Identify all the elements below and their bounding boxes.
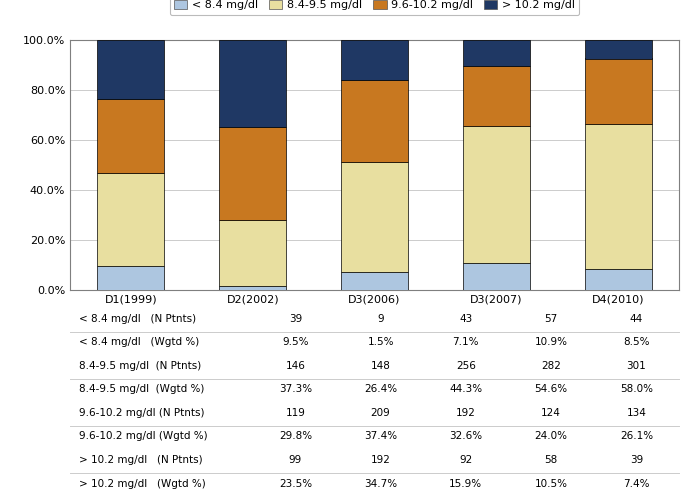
Text: 39: 39 bbox=[288, 314, 302, 324]
Text: 8.5%: 8.5% bbox=[623, 338, 650, 347]
Text: 37.3%: 37.3% bbox=[279, 384, 312, 394]
Bar bbox=[97, 40, 164, 98]
Text: < 8.4 mg/dl   (Wgtd %): < 8.4 mg/dl (Wgtd %) bbox=[79, 338, 200, 347]
Text: 10.9%: 10.9% bbox=[535, 338, 568, 347]
Bar bbox=[97, 266, 164, 290]
Bar bbox=[219, 220, 286, 286]
Text: 26.1%: 26.1% bbox=[620, 432, 653, 442]
Text: 192: 192 bbox=[456, 408, 476, 418]
Bar bbox=[584, 40, 652, 58]
Text: 34.7%: 34.7% bbox=[364, 478, 397, 488]
Text: < 8.4 mg/dl   (N Ptnts): < 8.4 mg/dl (N Ptnts) bbox=[79, 314, 196, 324]
Bar bbox=[97, 98, 164, 173]
Bar bbox=[219, 40, 286, 126]
Text: 124: 124 bbox=[541, 408, 561, 418]
Bar bbox=[219, 127, 286, 220]
Text: 37.4%: 37.4% bbox=[364, 432, 397, 442]
Text: 209: 209 bbox=[371, 408, 391, 418]
Text: 148: 148 bbox=[371, 361, 391, 371]
Text: 15.9%: 15.9% bbox=[449, 478, 482, 488]
Text: 39: 39 bbox=[630, 455, 643, 465]
Text: > 10.2 mg/dl   (Wgtd %): > 10.2 mg/dl (Wgtd %) bbox=[79, 478, 206, 488]
Bar bbox=[584, 269, 652, 290]
Text: 146: 146 bbox=[286, 361, 305, 371]
Text: > 10.2 mg/dl   (N Ptnts): > 10.2 mg/dl (N Ptnts) bbox=[79, 455, 203, 465]
Text: 58: 58 bbox=[545, 455, 558, 465]
Text: 10.5%: 10.5% bbox=[535, 478, 568, 488]
Bar bbox=[584, 58, 652, 124]
Text: 43: 43 bbox=[459, 314, 473, 324]
Bar bbox=[97, 173, 164, 266]
Text: 192: 192 bbox=[371, 455, 391, 465]
Text: 282: 282 bbox=[541, 361, 561, 371]
Text: 8.4-9.5 mg/dl  (N Ptnts): 8.4-9.5 mg/dl (N Ptnts) bbox=[79, 361, 202, 371]
Text: 24.0%: 24.0% bbox=[535, 432, 568, 442]
Text: 9.6-10.2 mg/dl (N Ptnts): 9.6-10.2 mg/dl (N Ptnts) bbox=[79, 408, 204, 418]
Text: 7.4%: 7.4% bbox=[623, 478, 650, 488]
Text: 134: 134 bbox=[626, 408, 646, 418]
Text: 9.6-10.2 mg/dl (Wgtd %): 9.6-10.2 mg/dl (Wgtd %) bbox=[79, 432, 208, 442]
Text: 8.4-9.5 mg/dl  (Wgtd %): 8.4-9.5 mg/dl (Wgtd %) bbox=[79, 384, 204, 394]
Text: 1.5%: 1.5% bbox=[368, 338, 394, 347]
Legend: < 8.4 mg/dl, 8.4-9.5 mg/dl, 9.6-10.2 mg/dl, > 10.2 mg/dl: < 8.4 mg/dl, 8.4-9.5 mg/dl, 9.6-10.2 mg/… bbox=[169, 0, 580, 15]
Text: 301: 301 bbox=[626, 361, 646, 371]
Text: 44.3%: 44.3% bbox=[449, 384, 482, 394]
Text: 119: 119 bbox=[286, 408, 305, 418]
Text: 26.4%: 26.4% bbox=[364, 384, 397, 394]
Text: 7.1%: 7.1% bbox=[453, 338, 479, 347]
Text: 9.5%: 9.5% bbox=[282, 338, 309, 347]
Bar bbox=[341, 162, 408, 272]
Bar bbox=[584, 124, 652, 269]
Text: 58.0%: 58.0% bbox=[620, 384, 653, 394]
Bar bbox=[341, 272, 408, 290]
Text: 23.5%: 23.5% bbox=[279, 478, 312, 488]
Text: 54.6%: 54.6% bbox=[535, 384, 568, 394]
Text: 92: 92 bbox=[459, 455, 473, 465]
Text: 32.6%: 32.6% bbox=[449, 432, 482, 442]
Text: 57: 57 bbox=[545, 314, 558, 324]
Bar bbox=[341, 80, 408, 162]
Text: 256: 256 bbox=[456, 361, 476, 371]
Bar bbox=[463, 126, 530, 263]
Bar bbox=[463, 40, 530, 66]
Text: 44: 44 bbox=[630, 314, 643, 324]
Bar bbox=[463, 263, 530, 290]
Text: 99: 99 bbox=[288, 455, 302, 465]
Bar bbox=[219, 286, 286, 290]
Bar bbox=[463, 66, 530, 126]
Text: 9: 9 bbox=[377, 314, 384, 324]
Bar bbox=[341, 40, 408, 80]
Text: 29.8%: 29.8% bbox=[279, 432, 312, 442]
